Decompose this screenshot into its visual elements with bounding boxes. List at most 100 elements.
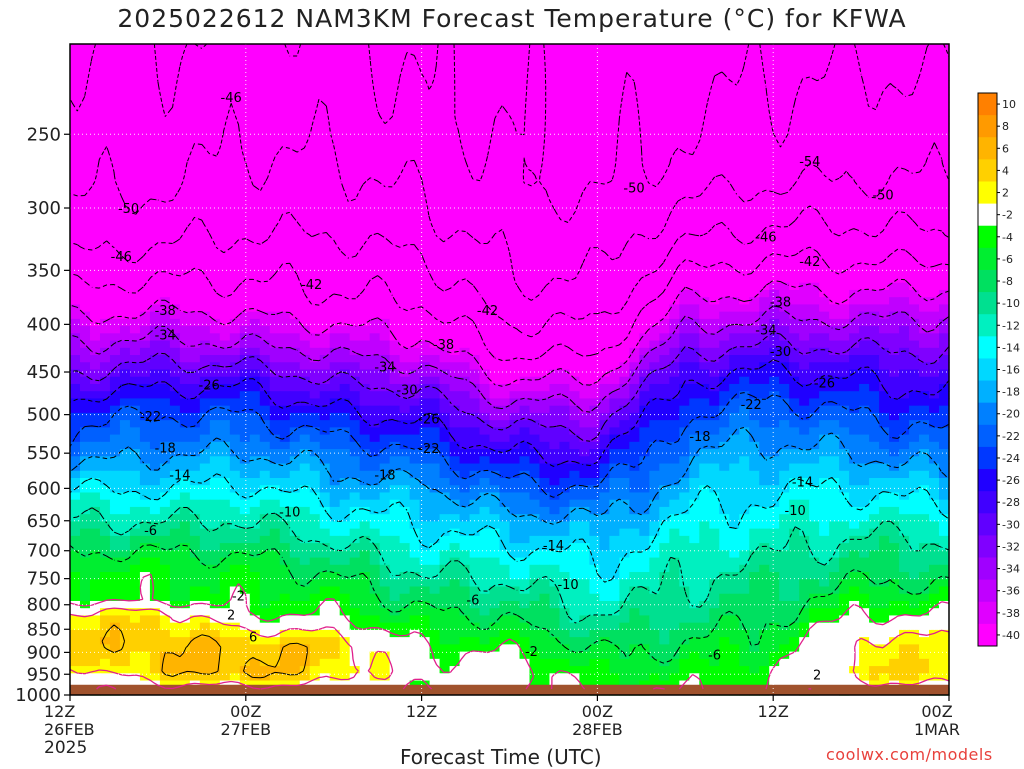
chart-title: 2025022612 NAM3KM Forecast Temperature (…	[0, 4, 1024, 33]
x-tick-label: 12Z	[758, 702, 789, 721]
colorbar-swatch	[978, 115, 997, 138]
colorbar-swatch	[978, 270, 997, 293]
contour-label: -18	[374, 469, 395, 484]
colorbar-swatch	[978, 381, 997, 404]
colorbar-label: -2	[1002, 209, 1013, 222]
colorbar-label: 2	[1002, 187, 1009, 200]
colorbar-label: -12	[1002, 319, 1020, 332]
contour-label: 2	[813, 668, 821, 683]
x-tick-label: 12Z	[406, 702, 437, 721]
colorbar-swatch	[978, 248, 997, 271]
y-tick-label: 900	[27, 642, 61, 663]
colorbar-swatch	[978, 204, 997, 227]
contour-label: -30	[396, 384, 417, 399]
colorbar-swatch	[978, 447, 997, 470]
contour-label: -14	[169, 469, 190, 484]
contour-label: -18	[155, 441, 176, 456]
colorbar-label: 8	[1002, 120, 1009, 133]
x-tick-date-label: 27FEB	[220, 720, 271, 739]
contour-label: -26	[814, 377, 835, 392]
y-tick-label: 650	[27, 511, 61, 532]
colorbar-swatch	[978, 137, 997, 160]
contour-label: -46	[221, 91, 242, 106]
colorbar-swatch	[978, 226, 997, 249]
contour-label: -42	[301, 278, 322, 293]
contour-label: -38	[155, 304, 176, 319]
y-tick-label: 450	[27, 362, 61, 383]
surface-band	[70, 685, 949, 695]
x-axis-label: Forecast Time (UTC)	[400, 745, 602, 769]
colorbar-swatch	[978, 558, 997, 581]
contour-label: -54	[799, 155, 820, 170]
colorbar-swatch	[978, 292, 997, 315]
source-credit: coolwx.com/models	[826, 745, 993, 764]
contour-label: -50	[872, 188, 893, 203]
contour-label: -22	[418, 442, 439, 457]
y-tick-label: 500	[27, 405, 61, 426]
colorbar-label: -22	[1002, 430, 1020, 443]
contour-label: -14	[792, 476, 813, 491]
colorbar-swatch	[978, 93, 997, 116]
colorbar-label: -36	[1002, 585, 1020, 598]
contour-label: -10	[279, 505, 300, 520]
contour-label: -26	[418, 413, 439, 428]
colorbar-swatch	[978, 513, 997, 536]
y-tick-label: 600	[27, 478, 61, 499]
x-tick-label: 00Z	[582, 702, 613, 721]
x-tick-label: 12Z	[44, 702, 75, 721]
contour-label: -2	[525, 645, 538, 660]
contour-label: 2	[227, 609, 235, 624]
x-tick-date-label: 1MAR	[914, 720, 960, 739]
colorbar-swatch	[978, 491, 997, 514]
contour-label: -26	[199, 378, 220, 393]
contour-label: -42	[799, 255, 820, 270]
contour-label: -46	[111, 250, 132, 265]
temperature-field	[70, 44, 950, 696]
colorbar-label: 4	[1002, 164, 1009, 177]
colorbar-label: 6	[1002, 142, 1009, 155]
contour-label: -22	[140, 410, 161, 425]
y-tick-label: 750	[27, 569, 61, 590]
y-tick-label: 700	[27, 541, 61, 562]
colorbar-label: -4	[1002, 231, 1013, 244]
colorbar-label: -30	[1002, 518, 1020, 531]
y-tick-label: 850	[27, 619, 61, 640]
colorbar-label: 10	[1002, 98, 1016, 111]
x-tick-date-label: 26FEB	[44, 720, 95, 739]
contour-label: -50	[118, 202, 139, 217]
colorbar-swatch	[978, 602, 997, 625]
contour-label: -30	[770, 345, 791, 360]
colorbar-swatch	[978, 336, 997, 359]
contour-label: -2	[232, 590, 245, 605]
colorbar-label: -26	[1002, 474, 1020, 487]
contour-label: -42	[477, 304, 498, 319]
x-tick-label: 00Z	[921, 702, 952, 721]
colorbar-label: -28	[1002, 496, 1020, 509]
colorbar-swatch	[978, 403, 997, 426]
colorbar-label: -8	[1002, 275, 1013, 288]
colorbar-swatch	[978, 469, 997, 492]
y-tick-label: 400	[27, 314, 61, 335]
colorbar-label: -6	[1002, 253, 1013, 266]
colorbar-swatch	[978, 624, 997, 647]
x-tick-label: 00Z	[230, 702, 261, 721]
colorbar-swatch	[978, 181, 997, 204]
colorbar-label: -20	[1002, 408, 1020, 421]
colorbar-swatch	[978, 535, 997, 558]
contour-label: -14	[543, 539, 564, 554]
contour-label: -38	[770, 295, 791, 310]
contour-label: 6	[249, 630, 257, 645]
contour-label: -6	[466, 594, 479, 609]
colorbar-label: -18	[1002, 386, 1020, 399]
colorbar-swatch	[978, 358, 997, 381]
colorbar-label: -32	[1002, 540, 1020, 553]
contour-label: -38	[433, 338, 454, 353]
contour-label: -34	[755, 323, 776, 338]
colorbar-label: -40	[1002, 629, 1020, 642]
y-tick-label: 300	[27, 198, 61, 219]
contour-label: -6	[144, 524, 157, 539]
start-year-label: 2025	[44, 738, 87, 758]
y-tick-label: 800	[27, 595, 61, 616]
contour-label: -34	[155, 328, 176, 343]
